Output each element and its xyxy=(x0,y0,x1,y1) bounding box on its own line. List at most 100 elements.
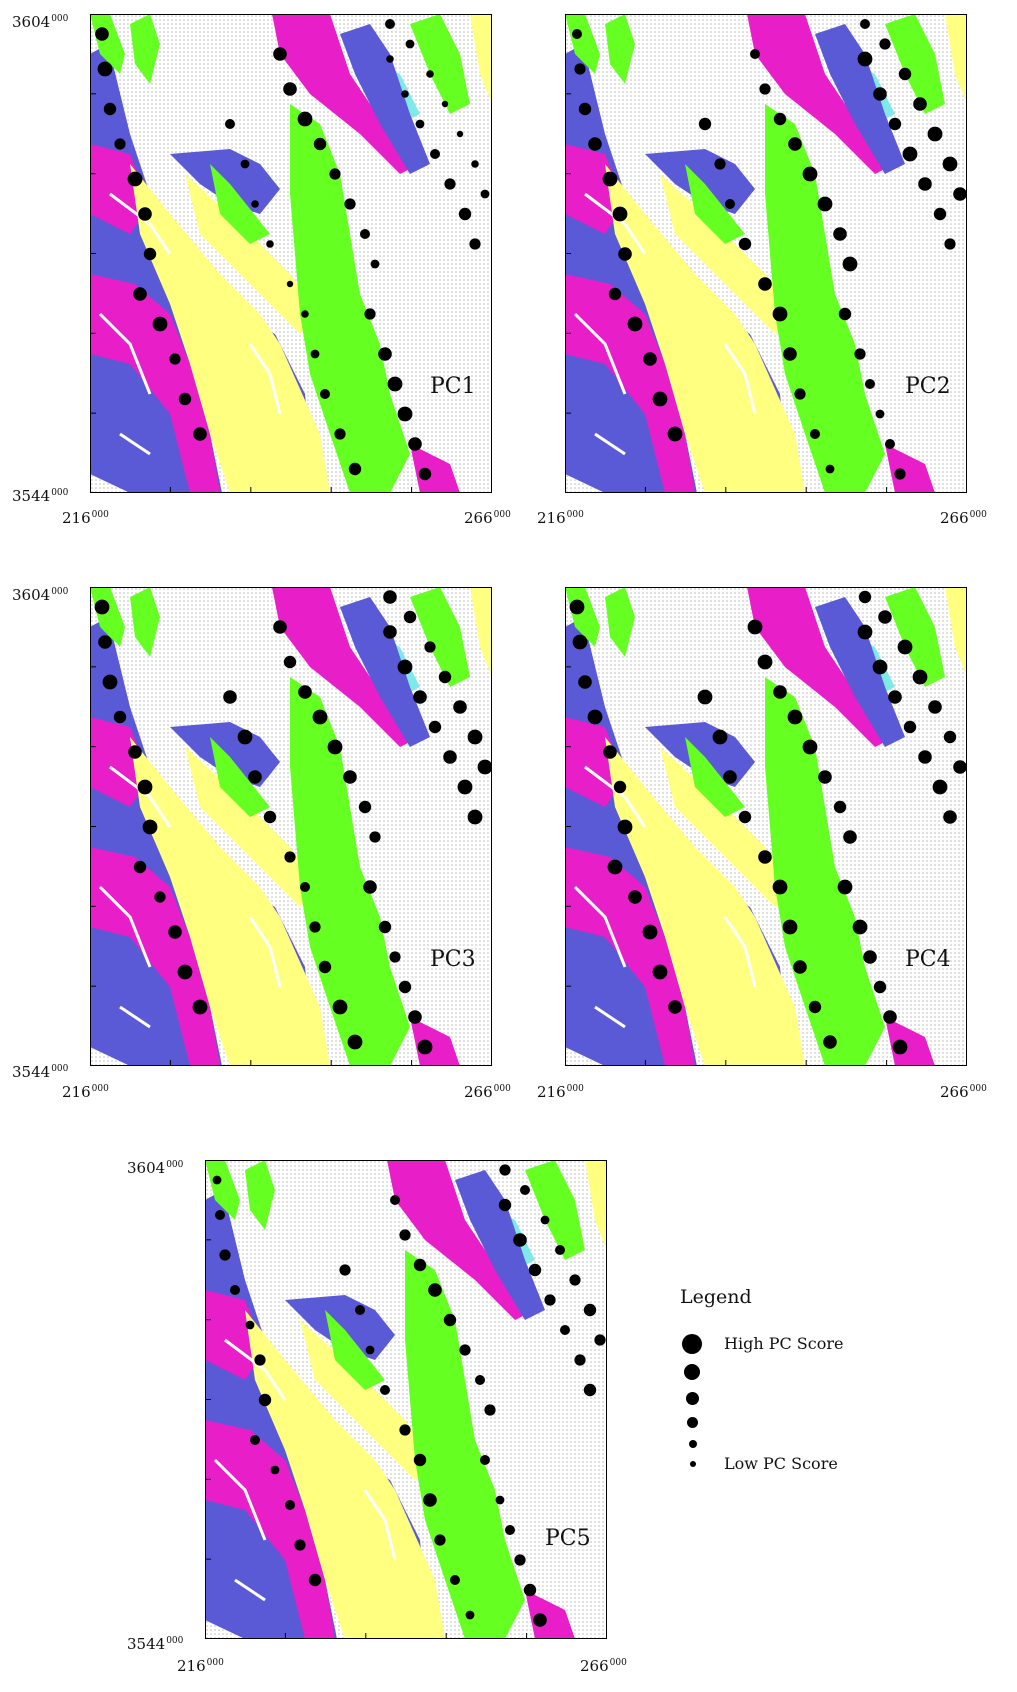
pc-score-point xyxy=(560,1325,570,1335)
geology-unit xyxy=(565,14,600,74)
score-dot-icon xyxy=(689,1440,697,1448)
pc-score-point xyxy=(480,1455,490,1465)
pc-score-point xyxy=(933,207,947,221)
pc-score-point xyxy=(453,700,467,714)
y-axis-bottom-label: 3544000 xyxy=(12,1063,69,1081)
pc-score-point xyxy=(415,119,425,129)
pc-score-point xyxy=(426,70,434,78)
pc-score-point xyxy=(212,1175,222,1185)
legend-item: High PC Score xyxy=(672,1332,912,1356)
pc-score-point xyxy=(443,1313,457,1327)
drainage-line xyxy=(109,192,172,255)
pc-score-point xyxy=(652,391,668,407)
pc-score-point xyxy=(572,634,588,650)
pc-score-point xyxy=(469,238,481,250)
pc-score-point xyxy=(758,850,772,864)
pc-score-point xyxy=(312,709,328,725)
pc-score-point xyxy=(438,670,452,684)
pc-score-point xyxy=(498,1198,512,1212)
drainage-line xyxy=(363,1489,397,1561)
legend-title: Legend xyxy=(680,1286,752,1308)
pc-score-point xyxy=(456,130,464,138)
geology-unit xyxy=(747,587,895,747)
pc-score-point xyxy=(250,1435,260,1445)
pc-score-point xyxy=(897,639,913,655)
pc-score-point xyxy=(443,750,457,764)
pc-score-point xyxy=(127,171,143,187)
pc-score-point xyxy=(138,207,152,221)
pc-score-point xyxy=(219,1249,231,1261)
pc-score-point xyxy=(370,259,380,269)
pc-score-point xyxy=(434,1534,446,1546)
geology-unit xyxy=(470,14,492,104)
y-axis-bottom-label: 3544000 xyxy=(12,487,69,505)
pc-score-point xyxy=(607,859,623,875)
pc-score-point xyxy=(894,468,906,480)
pc-score-point xyxy=(872,659,888,675)
panel-label: PC1 xyxy=(430,374,476,399)
pc-score-point xyxy=(298,685,312,699)
pc-score-point xyxy=(313,137,327,151)
pc-score-point xyxy=(459,1344,471,1356)
pc-score-point xyxy=(738,237,752,251)
pc-score-point xyxy=(574,63,586,75)
pc-score-point xyxy=(215,1210,225,1220)
pc-score-point xyxy=(263,810,277,824)
pc-score-point xyxy=(802,739,818,755)
drainage-line xyxy=(119,1005,151,1029)
pc-score-point xyxy=(133,860,147,874)
geology-unit xyxy=(245,1160,275,1230)
pc-score-point xyxy=(913,97,927,111)
x-axis-left-label: 216000 xyxy=(537,509,584,527)
pc-score-point xyxy=(430,149,440,159)
geology-unit xyxy=(885,14,945,114)
pc-score-point xyxy=(788,137,802,151)
pc-score-point xyxy=(888,117,902,131)
pc-score-point xyxy=(428,720,442,734)
pc-score-point xyxy=(369,831,381,843)
drainage-line xyxy=(213,1458,267,1541)
x-axis-right-label: 266000 xyxy=(464,509,511,527)
pc-score-point xyxy=(628,890,642,904)
geology-unit xyxy=(885,444,935,493)
geology-unit xyxy=(185,747,320,907)
pc-score-point xyxy=(574,1354,586,1366)
pc-score-point xyxy=(927,126,943,142)
pc-score-point xyxy=(300,882,310,892)
pc-score-point xyxy=(143,247,157,261)
geology-unit xyxy=(945,587,967,677)
pc-score-point xyxy=(423,1493,437,1507)
pc-score-point xyxy=(133,287,147,301)
pc-score-point xyxy=(613,780,627,794)
pc-score-point xyxy=(467,809,483,825)
y-axis-top-label: 3604000 xyxy=(12,586,69,604)
pc-score-point xyxy=(772,879,788,895)
drainage-line xyxy=(119,432,151,456)
pc-score-point xyxy=(397,659,413,675)
geology-unit xyxy=(660,747,795,907)
pc-score-point xyxy=(787,709,803,725)
geology-unit xyxy=(945,14,967,104)
pc-score-point xyxy=(918,750,932,764)
pc-score-point xyxy=(408,437,422,451)
geology-unit xyxy=(90,847,220,1066)
pc-score-point xyxy=(283,82,297,96)
drainage-line xyxy=(98,885,152,968)
pc-score-point xyxy=(873,980,887,994)
pc-score-point xyxy=(471,160,479,168)
pc-score-point xyxy=(237,729,253,745)
pc-score-point xyxy=(642,924,658,940)
pc-score-point xyxy=(523,1583,537,1597)
pc-score-point xyxy=(668,1000,682,1014)
score-dot-icon xyxy=(687,1417,698,1428)
pc-score-point xyxy=(782,919,798,935)
pc-score-point xyxy=(928,700,942,714)
drainage-line xyxy=(248,343,282,415)
pc-score-point xyxy=(759,83,771,95)
pc-score-point xyxy=(825,464,835,474)
pc-score-point xyxy=(378,347,392,361)
pc-score-point xyxy=(137,779,153,795)
pc-score-point xyxy=(318,960,332,974)
pc-score-point xyxy=(833,227,847,241)
pc-score-point xyxy=(588,137,602,151)
